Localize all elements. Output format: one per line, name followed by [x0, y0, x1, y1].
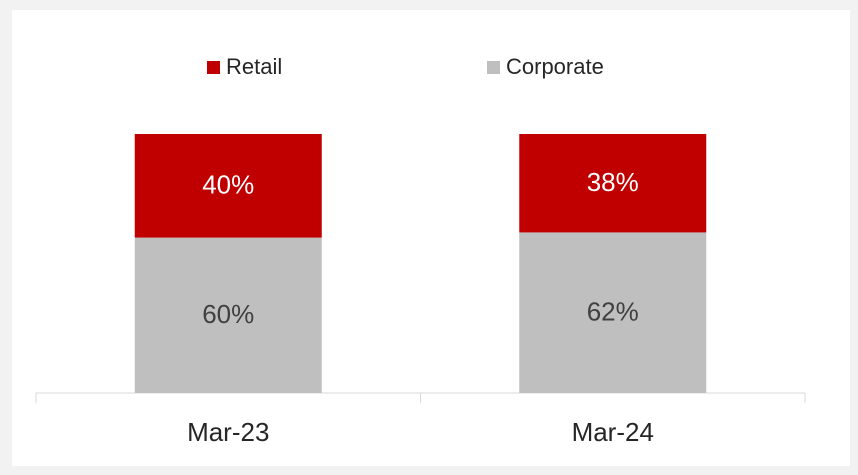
- data-label: 40%: [202, 170, 254, 200]
- x-tick-label: Mar-23: [187, 417, 269, 447]
- data-label: 60%: [202, 299, 254, 329]
- x-tick-label: Mar-24: [572, 417, 654, 447]
- data-label: 38%: [587, 167, 639, 197]
- bar-segment: [134, 237, 322, 393]
- legend-label: Retail: [226, 54, 282, 79]
- legend-label: Corporate: [506, 54, 604, 79]
- bar-segment: [134, 134, 322, 238]
- bar-segment: [519, 134, 707, 233]
- bar-segment: [519, 232, 707, 393]
- legend-swatch: [487, 61, 500, 74]
- legend-swatch: [207, 61, 220, 74]
- data-label: 62%: [587, 297, 639, 327]
